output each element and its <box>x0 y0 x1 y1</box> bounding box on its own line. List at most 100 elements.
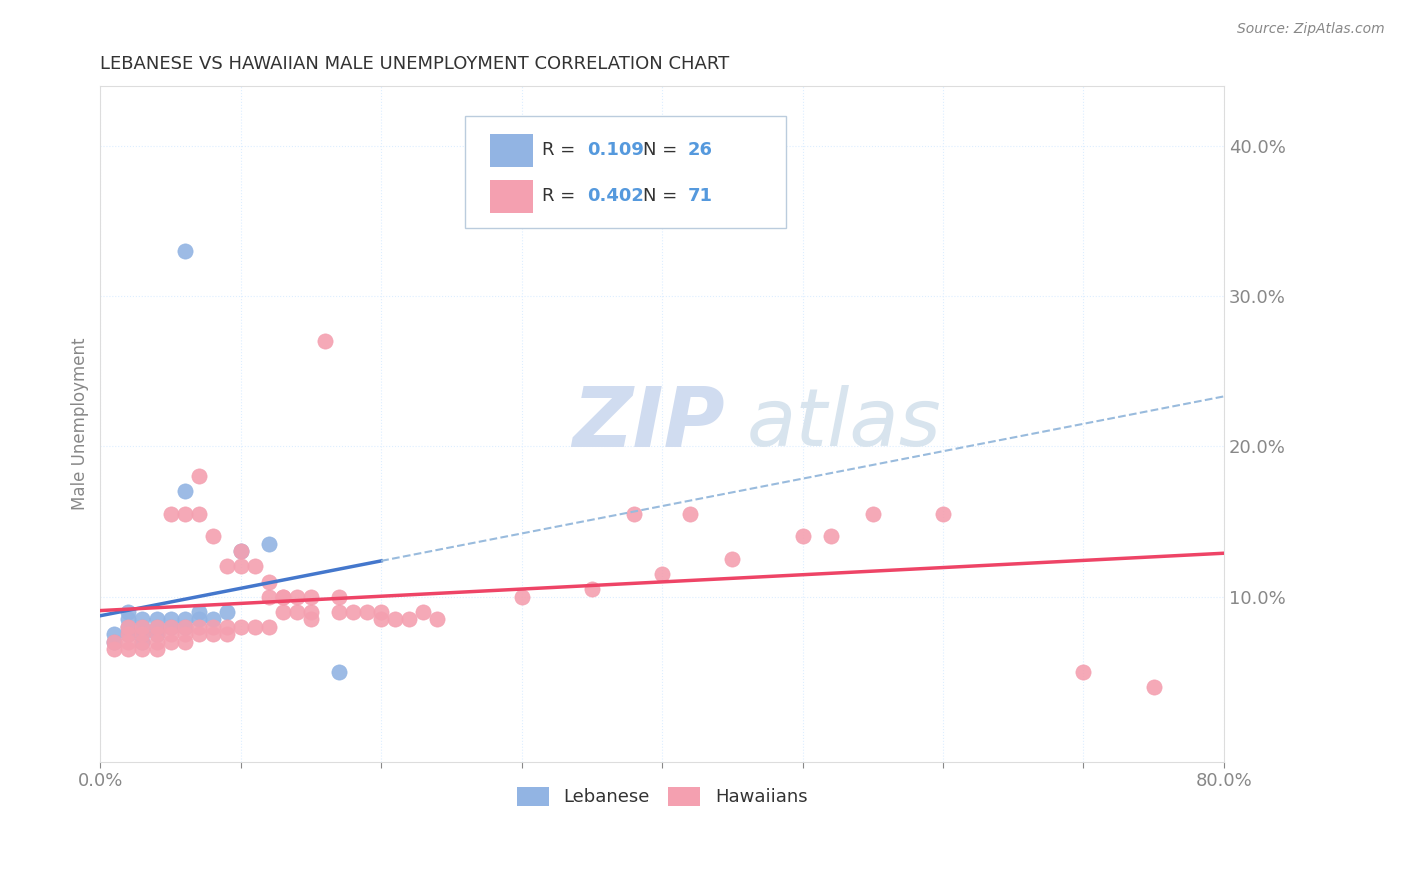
Point <box>651 567 673 582</box>
Text: 0.402: 0.402 <box>586 187 644 205</box>
Point <box>862 507 884 521</box>
Point <box>1073 665 1095 679</box>
Point <box>159 612 181 626</box>
Point <box>159 619 181 633</box>
Point <box>932 507 955 521</box>
Point <box>131 619 153 633</box>
Point <box>159 507 181 521</box>
Point <box>257 574 280 589</box>
Point <box>257 619 280 633</box>
Point <box>229 544 252 558</box>
Point <box>103 634 125 648</box>
Y-axis label: Male Unemployment: Male Unemployment <box>72 337 89 510</box>
Text: R =: R = <box>541 142 581 160</box>
Point <box>173 619 195 633</box>
Point <box>328 665 350 679</box>
Text: R =: R = <box>541 187 581 205</box>
Point <box>117 627 139 641</box>
Text: atlas: atlas <box>747 384 941 463</box>
Point <box>131 634 153 648</box>
Point <box>271 590 294 604</box>
Text: 26: 26 <box>688 142 713 160</box>
Point <box>370 605 392 619</box>
Point <box>721 552 744 566</box>
Point <box>229 544 252 558</box>
Legend: Lebanese, Hawaiians: Lebanese, Hawaiians <box>509 780 814 814</box>
Text: Source: ZipAtlas.com: Source: ZipAtlas.com <box>1237 22 1385 37</box>
Point <box>257 590 280 604</box>
Point <box>187 619 209 633</box>
Point <box>145 619 167 633</box>
Point <box>187 507 209 521</box>
Point <box>173 507 195 521</box>
Point <box>229 619 252 633</box>
Point <box>384 612 406 626</box>
Point <box>398 612 420 626</box>
Point <box>426 612 449 626</box>
Point <box>215 605 238 619</box>
Point <box>159 619 181 633</box>
FancyBboxPatch shape <box>465 116 786 227</box>
Point <box>131 619 153 633</box>
Text: N =: N = <box>643 187 683 205</box>
Point <box>257 537 280 551</box>
Point <box>201 619 224 633</box>
Point <box>215 627 238 641</box>
Point <box>187 612 209 626</box>
Point <box>159 634 181 648</box>
Point <box>370 612 392 626</box>
Point <box>299 590 322 604</box>
Point <box>356 605 378 619</box>
Point <box>271 605 294 619</box>
Point <box>145 627 167 641</box>
Point <box>145 642 167 657</box>
Point <box>299 612 322 626</box>
Point <box>173 627 195 641</box>
Point <box>623 507 645 521</box>
Point <box>314 334 336 348</box>
Point <box>581 582 603 596</box>
Point <box>243 619 266 633</box>
Point <box>173 634 195 648</box>
Point <box>201 529 224 543</box>
Point <box>1142 680 1164 694</box>
Point <box>299 605 322 619</box>
Text: ZIP: ZIP <box>572 384 725 465</box>
Point <box>117 619 139 633</box>
Point <box>117 634 139 648</box>
Point <box>243 559 266 574</box>
Point <box>145 619 167 633</box>
Point <box>117 627 139 641</box>
Point <box>103 634 125 648</box>
Point <box>187 627 209 641</box>
Point <box>285 590 308 604</box>
Point <box>285 605 308 619</box>
Point <box>173 619 195 633</box>
Point <box>117 619 139 633</box>
Point <box>103 627 125 641</box>
Point <box>145 634 167 648</box>
Point <box>117 612 139 626</box>
Point <box>215 559 238 574</box>
Point <box>117 605 139 619</box>
Point <box>173 244 195 258</box>
Text: LEBANESE VS HAWAIIAN MALE UNEMPLOYMENT CORRELATION CHART: LEBANESE VS HAWAIIAN MALE UNEMPLOYMENT C… <box>100 55 730 73</box>
FancyBboxPatch shape <box>491 134 533 168</box>
Point <box>328 590 350 604</box>
Point <box>145 627 167 641</box>
FancyBboxPatch shape <box>491 179 533 213</box>
Point <box>510 590 533 604</box>
Point <box>131 627 153 641</box>
Point <box>342 605 364 619</box>
Point <box>131 642 153 657</box>
Point <box>820 529 842 543</box>
Point <box>173 612 195 626</box>
Point <box>328 605 350 619</box>
Point <box>131 627 153 641</box>
Point <box>271 590 294 604</box>
Point <box>229 559 252 574</box>
Point <box>131 612 153 626</box>
Point <box>131 634 153 648</box>
Point <box>173 484 195 499</box>
Point <box>103 642 125 657</box>
